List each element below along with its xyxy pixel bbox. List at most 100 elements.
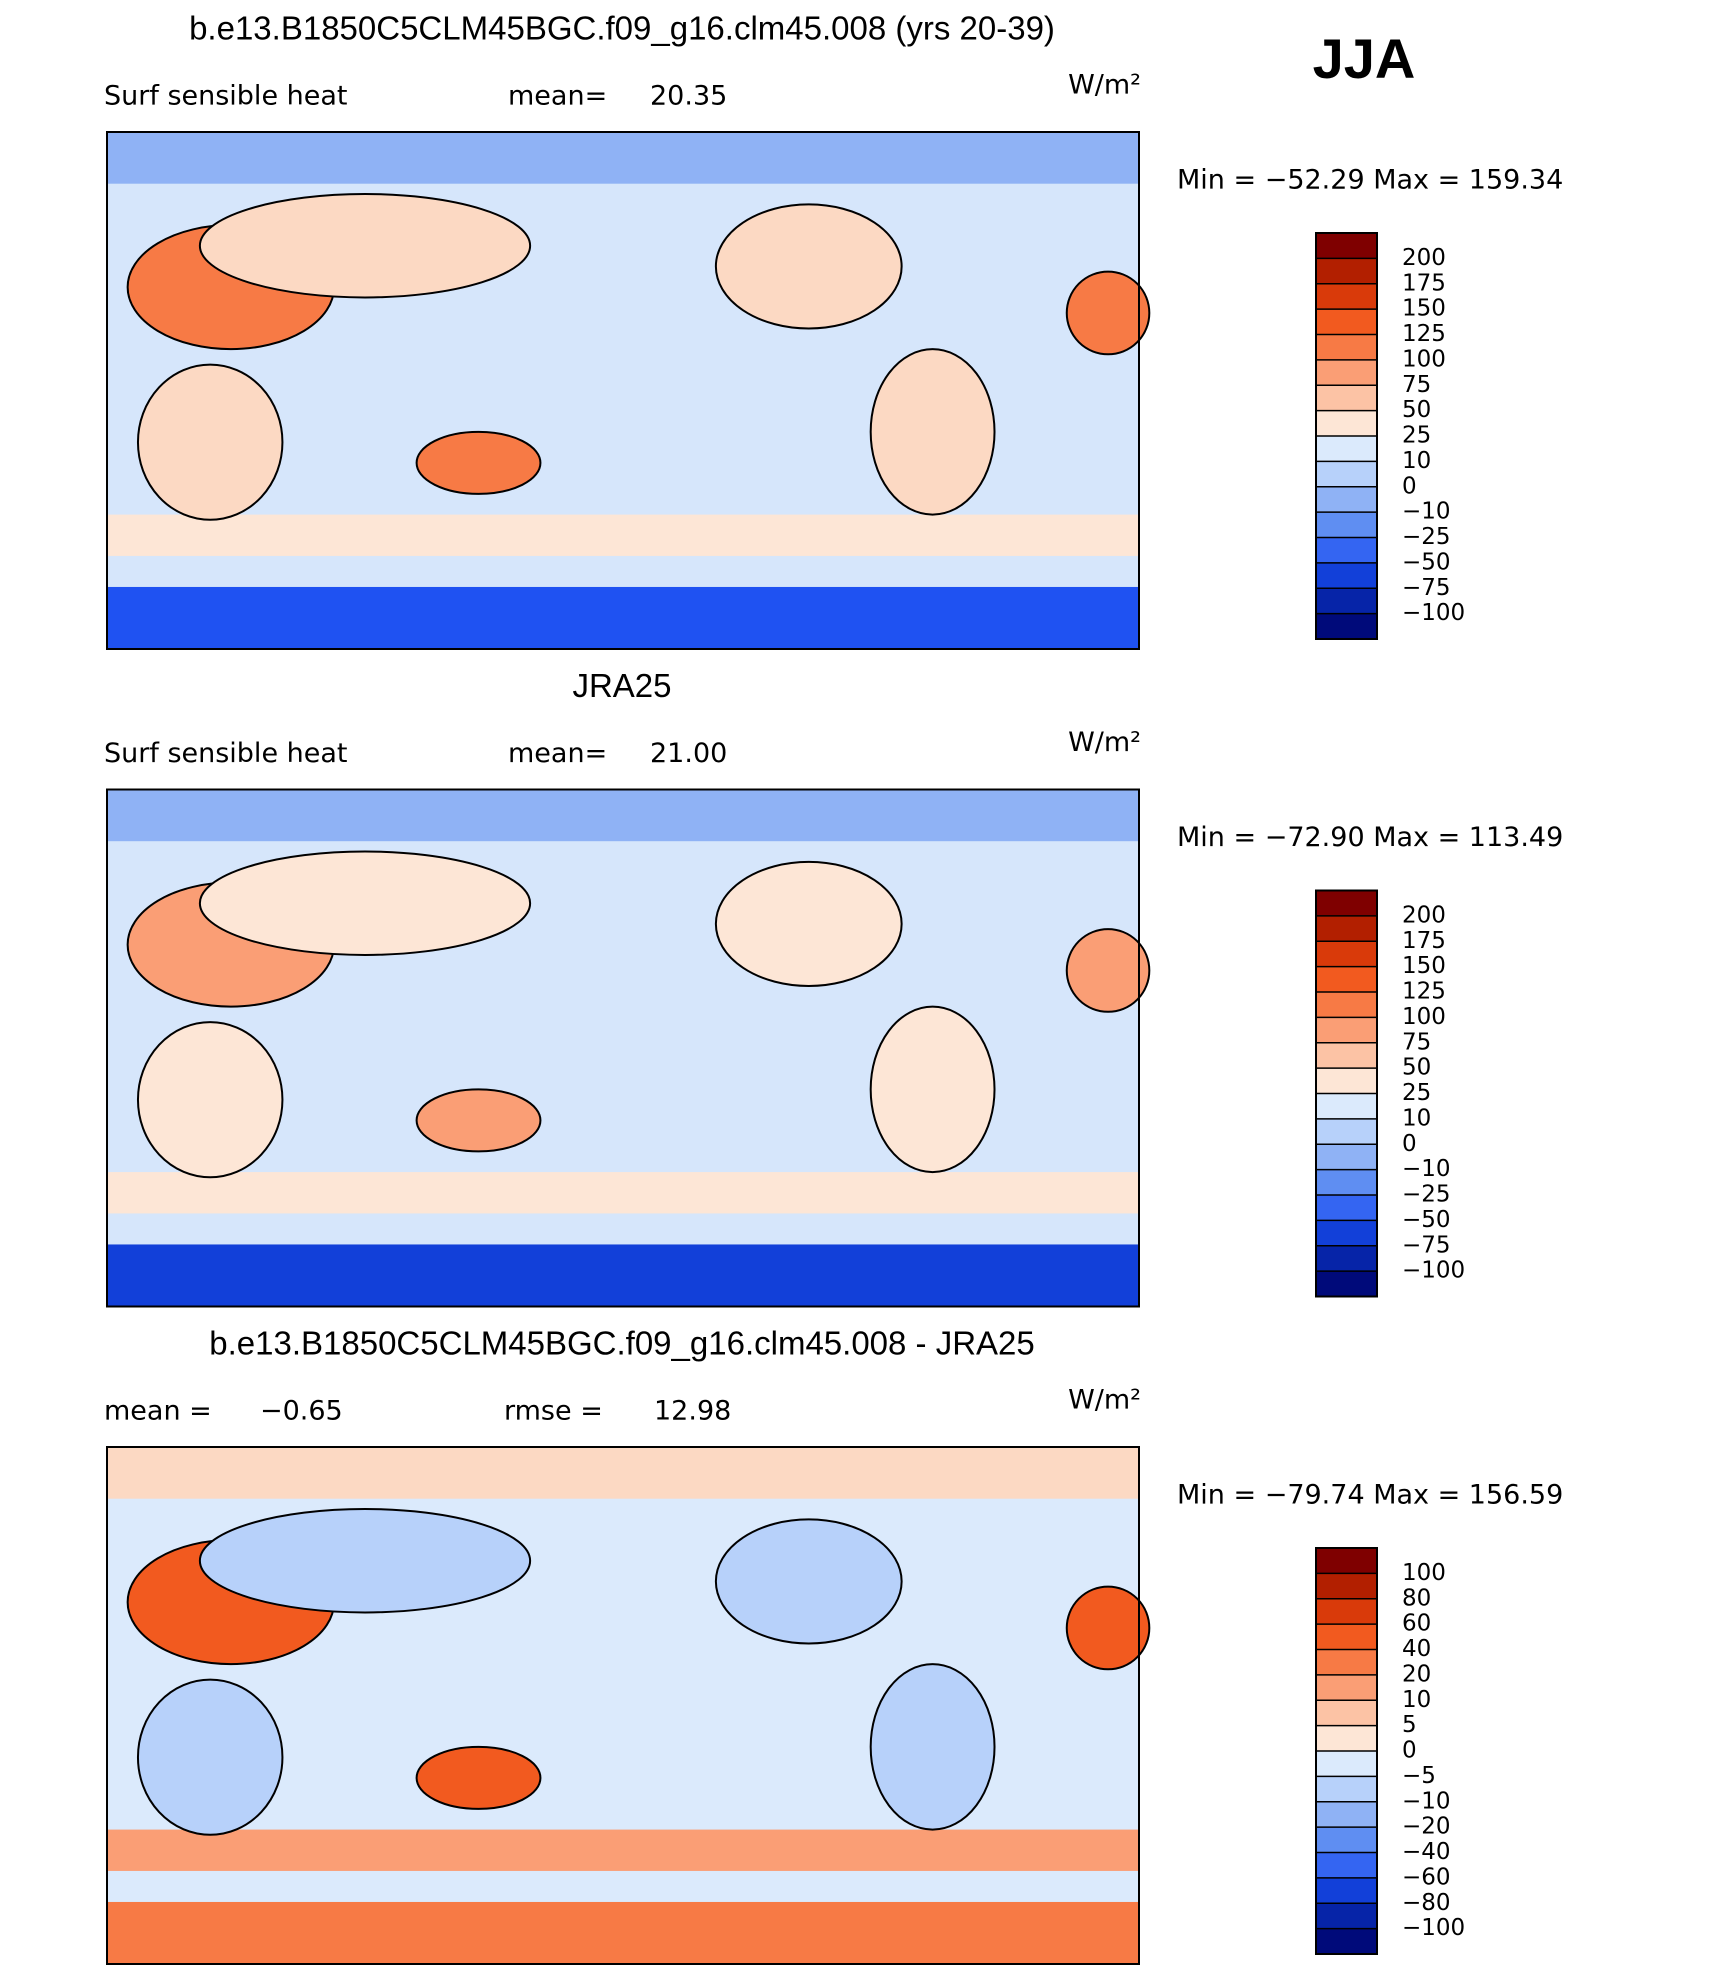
map-frame (106, 1446, 1140, 1965)
map-land (198, 193, 532, 299)
units-label: W/m² (1068, 1385, 1141, 1416)
colorbar-box (1316, 1271, 1377, 1297)
colorbar-label: 50 (1402, 397, 1431, 423)
map-land (136, 1678, 284, 1836)
colorbar-box (1316, 992, 1377, 1018)
map-land (415, 430, 542, 495)
colorbar-label: −100 (1402, 1258, 1465, 1284)
colorbar-label: −100 (1402, 1915, 1465, 1941)
colorbar-box (1316, 1624, 1377, 1650)
map-north-band (107, 789, 1139, 842)
colorbar-box (1316, 1118, 1377, 1145)
map-land (1065, 270, 1151, 356)
range-text: Min = −72.90 Max = 113.49 (1177, 822, 1563, 853)
colorbar-label: 10 (1402, 1105, 1431, 1131)
map-south-band (107, 514, 1139, 556)
colorbar-box (1316, 1573, 1377, 1599)
colorbar-box (1316, 1649, 1377, 1675)
map (106, 1446, 1151, 1965)
colorbar-box (1316, 915, 1377, 942)
range-text: Min = −79.74 Max = 156.59 (1177, 1480, 1563, 1511)
colorbar-label: 60 (1402, 1611, 1431, 1637)
colorbar-box (1316, 512, 1377, 538)
annotation: 12.98 (654, 1396, 731, 1427)
colorbar-box (1316, 1903, 1377, 1929)
map-land (415, 1088, 542, 1153)
colorbar-label: 40 (1402, 1636, 1431, 1662)
colorbar-box (1316, 334, 1377, 360)
colorbar-box (1316, 890, 1377, 916)
annotation: Surf sensible heat (104, 81, 348, 112)
colorbar-label: 200 (1402, 245, 1446, 271)
map-antarctic (107, 1244, 1139, 1307)
colorbar-label: 0 (1402, 1131, 1417, 1157)
annotation: mean = (104, 1396, 212, 1427)
colorbar-label: −75 (1402, 1232, 1451, 1258)
colorbar-label: 10 (1402, 448, 1431, 474)
colorbar-box (1316, 562, 1377, 589)
map-land (714, 860, 903, 987)
colorbar-box (1316, 1169, 1377, 1195)
colorbar-label: −10 (1402, 499, 1451, 525)
map (106, 131, 1151, 650)
annotation: mean= (508, 81, 607, 112)
colorbar-box (1316, 1195, 1377, 1221)
colorbar-label: 175 (1402, 270, 1446, 296)
map-south-band (107, 1829, 1139, 1871)
colorbar-box (1316, 1751, 1377, 1777)
colorbar-label: −10 (1402, 1156, 1451, 1182)
colorbar-label: −75 (1402, 575, 1451, 601)
colorbar-box (1316, 1725, 1377, 1751)
colorbar-box (1316, 1827, 1377, 1853)
map-frame (106, 788, 1140, 1308)
map-land (869, 348, 996, 516)
colorbar-box (1316, 1801, 1377, 1828)
map-land (136, 1021, 284, 1179)
map-land (198, 850, 532, 956)
colorbar-label: 125 (1402, 321, 1446, 347)
colorbar-label: 100 (1402, 1560, 1446, 1586)
colorbar-label: −50 (1402, 549, 1451, 575)
colorbar-box (1316, 613, 1377, 639)
colorbar-label: 100 (1402, 1004, 1446, 1030)
colorbar-label: 75 (1402, 1029, 1431, 1055)
map-land (714, 1518, 903, 1645)
map-land (1065, 1585, 1151, 1671)
colorbar-box (1316, 258, 1377, 284)
colorbar-label: 125 (1402, 979, 1446, 1005)
season-label: JJA (1313, 27, 1416, 90)
map-north-band (107, 1447, 1139, 1499)
colorbar-label: 150 (1402, 296, 1446, 322)
annotation: mean= (508, 738, 607, 769)
colorbar-box (1316, 1548, 1377, 1574)
map-frame (106, 131, 1140, 650)
colorbar-box (1316, 1017, 1377, 1043)
colorbar-label: 80 (1402, 1585, 1431, 1611)
colorbar-label: 20 (1402, 1661, 1431, 1687)
colorbar-label: 5 (1402, 1712, 1417, 1738)
colorbar-label: −20 (1402, 1814, 1451, 1840)
colorbar-box (1316, 1068, 1377, 1094)
colorbar-frame (1315, 889, 1378, 1298)
map-land (1065, 928, 1151, 1013)
colorbar-box (1316, 1144, 1377, 1170)
colorbar-box (1316, 1700, 1377, 1726)
colorbar-box (1316, 1674, 1377, 1701)
annotation: rmse = (504, 1396, 603, 1427)
map-land (869, 1663, 996, 1831)
colorbar-box (1316, 1245, 1377, 1272)
colorbar-box (1316, 461, 1377, 487)
colorbar-box (1316, 1220, 1377, 1246)
colorbar-label: −50 (1402, 1207, 1451, 1233)
colorbar-label: −100 (1402, 600, 1465, 626)
colorbar-label: 25 (1402, 1080, 1431, 1106)
map-land (415, 1745, 542, 1810)
colorbar-box (1316, 436, 1377, 462)
colorbar-box (1316, 309, 1377, 335)
map (106, 788, 1151, 1308)
map-antarctic (107, 1901, 1139, 1964)
colorbar-label: 50 (1402, 1055, 1431, 1081)
colorbar-label: 150 (1402, 953, 1446, 979)
panel-title: JRA25 (572, 667, 671, 704)
